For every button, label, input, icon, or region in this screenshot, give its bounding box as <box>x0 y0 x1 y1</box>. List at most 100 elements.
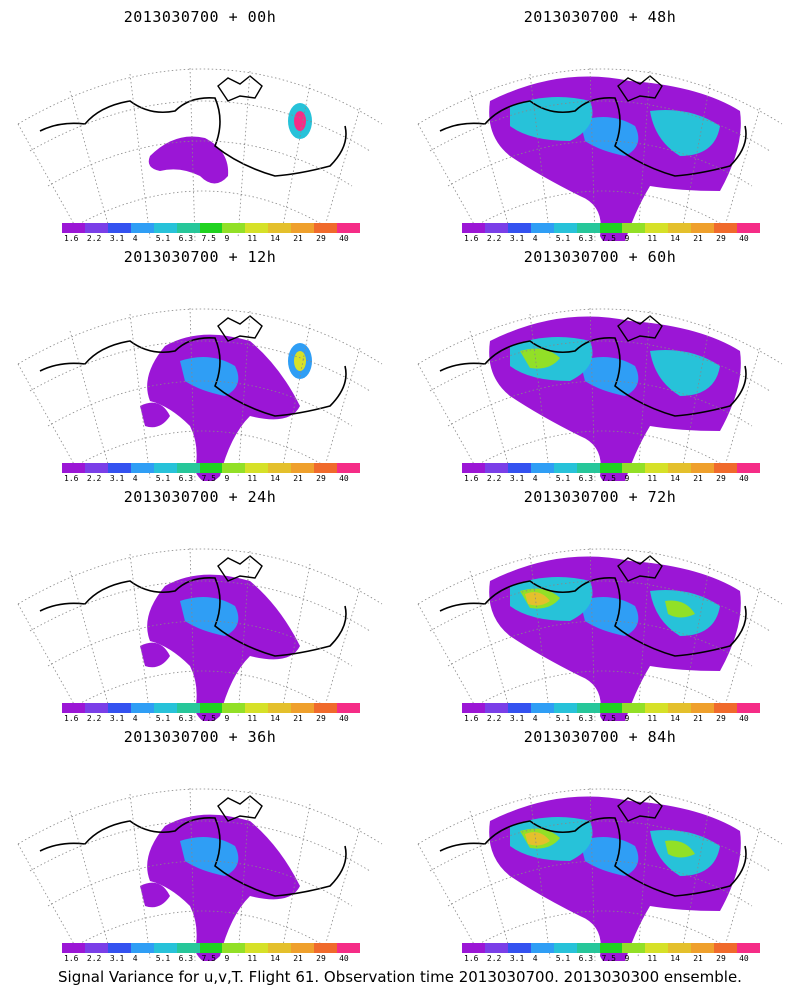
map-panel: 2013030700 + 00h 1.6 2.2 3.1 4 5.1 6.3 7.5 9 11 14… <box>0 0 400 243</box>
colorbar-segment <box>507 943 531 953</box>
map-plot <box>17 787 383 961</box>
colorbar-segment <box>668 703 692 713</box>
coastline <box>439 96 747 177</box>
signal-variance-field <box>489 76 741 241</box>
colorbar-segment <box>553 223 577 233</box>
colorbar-labels: 1.6 2.2 3.1 4 5.1 6.3 7.5 9 11 14 21 29 40 <box>462 234 760 244</box>
colorbar-tick-label: 3.1 <box>509 954 525 963</box>
colorbar-tick-label: 6.3 <box>178 234 194 243</box>
colorbar-tick-label: 40 <box>339 474 349 483</box>
colorbar-segment <box>153 943 177 953</box>
map-panel: 2013030700 + 72h 1.6 2.2 3.1 4 5.1 6.3 7.5 9 11 14… <box>400 480 800 723</box>
colorbar-tick-label: 1.6 <box>64 234 79 243</box>
panel-title: 2013030700 + 24h <box>123 488 277 506</box>
coastline <box>39 96 347 177</box>
colorbar-tick-label: 5.1 <box>155 954 171 963</box>
colorbar-segment <box>199 223 223 233</box>
colorbar-segment <box>291 943 315 953</box>
colorbar-tick-label: 4 <box>532 234 538 243</box>
colorbar-tick-label: 2.2 <box>86 474 102 483</box>
colorbar-tick-label: 11 <box>247 714 258 723</box>
colorbar-tick-label: 2.2 <box>86 234 102 243</box>
colorbar-segment <box>314 703 338 713</box>
map-panel: 2013030700 + 60h 1.6 2.2 3.1 4 5.1 6.3 7.5 9 11 14… <box>400 240 800 483</box>
signal-variance-field <box>489 556 741 721</box>
map-plot <box>17 307 383 481</box>
map-plot <box>417 787 783 961</box>
colorbar-tick-label: 4 <box>132 234 138 243</box>
panel-title: 2013030700 + 84h <box>523 728 677 746</box>
colorbar-tick-label: 14 <box>270 234 280 243</box>
colorbar-tick-label: 9 <box>224 234 230 243</box>
colorbar-segment <box>199 943 223 953</box>
colorbar-tick-label: 40 <box>739 954 749 963</box>
colorbar-segment <box>130 223 154 233</box>
colorbar-tick-label: 4 <box>132 474 138 483</box>
arctic-islands <box>617 555 663 582</box>
colorbar-segment <box>314 463 338 473</box>
colorbar-tick-label: 40 <box>739 714 749 723</box>
colorbar-segment <box>484 703 508 713</box>
colorbar-segment <box>553 463 577 473</box>
colorbar-segment <box>668 223 692 233</box>
colorbar-segment <box>337 943 360 953</box>
colorbar-tick-label: 2.2 <box>486 234 502 243</box>
colorbar-tick-label: 11 <box>647 954 658 963</box>
colorbar-tick-label: 5.1 <box>555 474 571 483</box>
arctic-islands <box>217 555 263 582</box>
colorbar-tick-label: 21 <box>693 714 703 723</box>
colorbar-tick-label: 29 <box>316 474 326 483</box>
colorbar-labels: 1.6 2.2 3.1 4 5.1 6.3 7.5 9 11 14 21 29 40 <box>62 474 360 484</box>
colorbar-tick-label: 2.2 <box>86 714 102 723</box>
colorbar-tick-label: 40 <box>339 714 349 723</box>
colorbar-segment <box>691 223 715 233</box>
colorbar-tick-label: 1.6 <box>464 954 479 963</box>
coastline <box>439 576 747 657</box>
colorbar-segment <box>622 223 646 233</box>
colorbar-segment <box>462 703 485 713</box>
colorbar-tick-label: 29 <box>716 474 726 483</box>
map-plot <box>417 547 783 721</box>
colorbar-segment <box>645 703 669 713</box>
colorbar-segment <box>462 463 485 473</box>
signal-variance-field <box>489 796 741 961</box>
colorbar-segment <box>714 703 738 713</box>
colorbar-tick-label: 6.3 <box>578 234 594 243</box>
colorbar-tick-label: 2.2 <box>486 474 502 483</box>
colorbar-segment <box>268 703 292 713</box>
colorbar-segment <box>645 463 669 473</box>
map-plot <box>17 67 383 241</box>
panel-title: 2013030700 + 72h <box>523 488 677 506</box>
colorbar-segment <box>314 223 338 233</box>
colorbar-tick-label: 40 <box>339 954 349 963</box>
colorbar-segment <box>245 943 269 953</box>
colorbar-tick-label: 4 <box>132 714 138 723</box>
colorbar-labels: 1.6 2.2 3.1 4 5.1 6.3 7.5 9 11 14 21 29 40 <box>462 474 760 484</box>
colorbar-tick-label: 1.6 <box>464 714 479 723</box>
arctic-islands <box>617 75 663 102</box>
colorbar-segment <box>176 223 200 233</box>
panel-title: 2013030700 + 60h <box>523 248 677 266</box>
colorbar-tick-label: 3.1 <box>109 714 125 723</box>
colorbar-tick-label: 1.6 <box>464 234 479 243</box>
colorbar-tick-label: 14 <box>270 474 280 483</box>
coastline <box>439 816 747 897</box>
colorbar-segment <box>622 943 646 953</box>
colorbar-tick-label: 29 <box>316 954 326 963</box>
colorbar-segment <box>199 703 223 713</box>
colorbar-segment <box>62 703 85 713</box>
colorbar-tick-label: 11 <box>647 474 658 483</box>
coastline <box>39 576 347 657</box>
colorbar-tick-label: 6.3 <box>578 714 594 723</box>
panel-title: 2013030700 + 48h <box>523 8 677 26</box>
colorbar-segment <box>714 943 738 953</box>
colorbar <box>62 463 360 473</box>
colorbar-segment <box>599 463 623 473</box>
colorbar-segment <box>691 943 715 953</box>
colorbar-segment <box>462 943 485 953</box>
colorbar-tick-label: 14 <box>270 714 280 723</box>
colorbar-segment <box>530 463 554 473</box>
colorbar-segment <box>314 943 338 953</box>
colorbar-segment <box>107 463 131 473</box>
colorbar-tick-label: 11 <box>247 474 258 483</box>
